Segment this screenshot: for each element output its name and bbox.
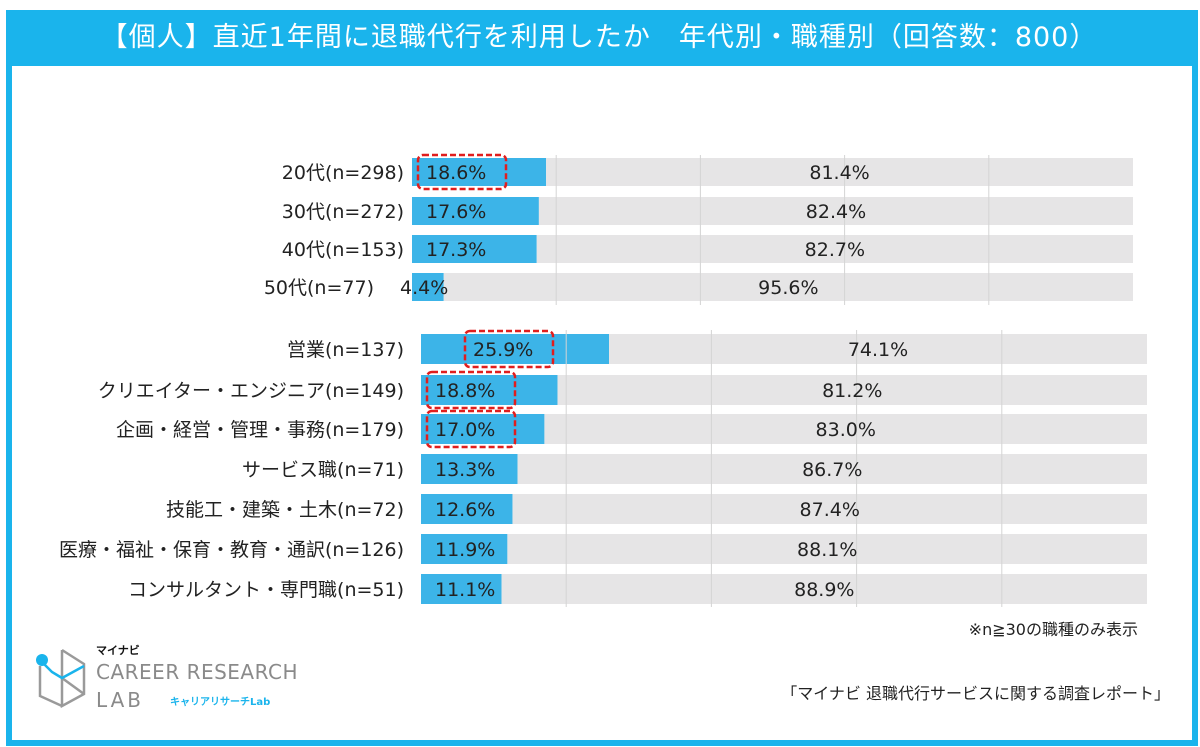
data-label-not-used: 83.0% <box>816 419 876 441</box>
bar-used <box>412 273 444 301</box>
highlight-box <box>425 409 517 449</box>
data-label-not-used: 88.1% <box>797 539 857 561</box>
category-label: 20代(n=298) <box>282 162 404 184</box>
category-label: 技能工・建築・土木(n=72) <box>166 499 404 521</box>
logo-line2: LAB <box>96 688 145 712</box>
data-label-used: 17.0% <box>435 419 495 441</box>
bar-used <box>421 574 502 604</box>
bar-not-used <box>443 273 1133 301</box>
logo-cube-icon <box>36 648 86 709</box>
highlight-box <box>463 329 555 369</box>
bar-not-used <box>512 494 1147 524</box>
logo-jp: キャリアリサーチLab <box>170 697 271 708</box>
category-label: 企画・経営・管理・事務(n=179) <box>116 419 404 441</box>
footnote: ※n≧30の職種のみ表示 <box>968 620 1138 639</box>
data-label-used: 11.1% <box>435 579 495 601</box>
data-label-used: 11.9% <box>435 539 495 561</box>
bar-used <box>412 158 547 186</box>
bar-not-used <box>507 534 1147 564</box>
data-label-used: 13.3% <box>435 459 495 481</box>
data-label-not-used: 88.9% <box>794 579 854 601</box>
data-label-used: 25.9% <box>473 339 533 361</box>
data-label-used: 17.6% <box>426 201 486 223</box>
bar-not-used <box>544 414 1147 444</box>
highlight-box <box>425 370 517 410</box>
data-label-used: 18.6% <box>426 162 486 184</box>
highlight-box <box>416 153 508 191</box>
data-label-not-used: 87.4% <box>800 499 860 521</box>
category-label: 50代(n=77) <box>264 277 374 299</box>
source-caption: 「マイナビ 退職代行サービスに関する調査レポート」 <box>781 684 1170 703</box>
bar-not-used <box>501 574 1147 604</box>
data-label-used: 18.8% <box>435 380 495 402</box>
bar-not-used <box>546 158 1133 186</box>
bar-not-used <box>557 375 1147 405</box>
data-label-not-used: 86.7% <box>802 459 862 481</box>
logo-line1: CAREER RESEARCH <box>96 660 299 684</box>
category-label: 40代(n=153) <box>282 239 404 261</box>
chart-title: 【個人】直近1年間に退職代行を利用したか 年代別・職種別（回答数：800） <box>6 10 1192 66</box>
bar-used <box>421 375 558 405</box>
category-label: クリエイター・エンジニア(n=149) <box>98 380 404 402</box>
category-label: コンサルタント・専門職(n=51) <box>128 579 404 601</box>
category-label: 営業(n=137) <box>287 339 404 361</box>
bar-used <box>421 414 545 444</box>
bar-not-used <box>536 235 1133 263</box>
logo: マイナビ CAREER RESEARCH LAB キャリアリサーチLab <box>34 644 314 718</box>
bar-used <box>421 334 610 364</box>
category-label: 医療・福祉・保育・教育・通訳(n=126) <box>59 539 404 561</box>
bar-used <box>412 235 537 263</box>
data-label-not-used: 74.1% <box>848 339 908 361</box>
category-label: サービス職(n=71) <box>242 459 404 481</box>
bar-not-used <box>538 197 1133 225</box>
data-label-used: 17.3% <box>426 239 486 261</box>
bar-used <box>421 454 518 484</box>
data-label-not-used: 95.6% <box>758 277 818 299</box>
data-label-not-used: 81.2% <box>822 380 882 402</box>
category-label: 30代(n=272) <box>282 201 404 223</box>
bar-used <box>412 197 539 225</box>
logo-small-text: マイナビ <box>96 644 140 657</box>
bar-used <box>421 534 508 564</box>
data-label-not-used: 81.4% <box>809 162 869 184</box>
data-label-used: 12.6% <box>435 499 495 521</box>
data-label-used: 4.4% <box>400 277 448 299</box>
bar-used <box>421 494 513 524</box>
data-label-not-used: 82.4% <box>806 201 866 223</box>
bar-not-used <box>517 454 1147 484</box>
data-label-not-used: 82.7% <box>805 239 865 261</box>
bar-not-used <box>609 334 1147 364</box>
